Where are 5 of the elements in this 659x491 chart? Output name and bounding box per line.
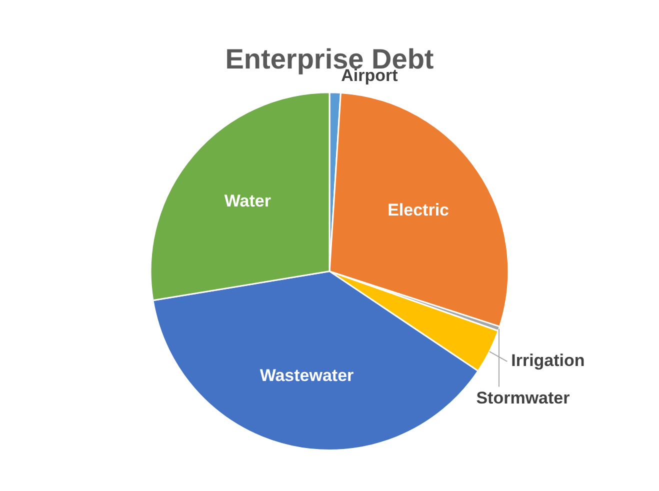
slice-label: Water bbox=[224, 192, 272, 211]
slice-label: Electric bbox=[388, 200, 450, 220]
slice-label: Stormwater bbox=[476, 388, 570, 408]
slice-label: Irrigation bbox=[511, 351, 585, 370]
slice-label: Wastewater bbox=[260, 366, 354, 385]
